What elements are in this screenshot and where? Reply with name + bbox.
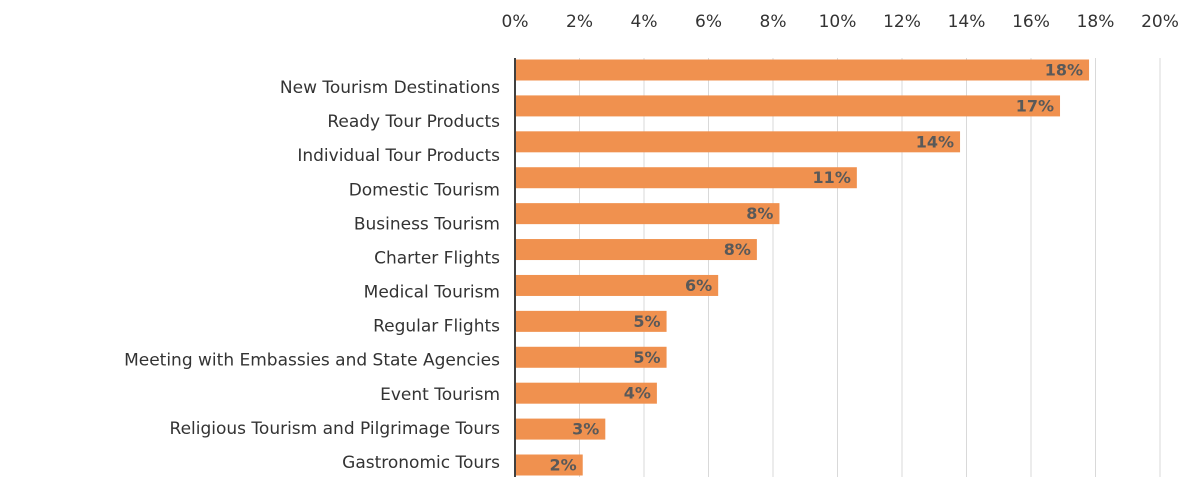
x-tick-label: 18% <box>1077 12 1115 32</box>
value-label: 4% <box>624 384 651 403</box>
bar <box>515 418 606 440</box>
y-tick-label: Ready Tour Products <box>327 112 500 132</box>
y-tick-label: Charter Flights <box>374 248 500 268</box>
bar <box>515 203 780 225</box>
x-tick-label: 2% <box>566 12 593 32</box>
x-tick-label: 16% <box>1012 12 1050 32</box>
value-label: 5% <box>633 312 660 331</box>
y-tick-label: Event Tourism <box>380 385 500 405</box>
value-label: 2% <box>550 456 577 475</box>
value-label: 11% <box>813 168 851 187</box>
value-label: 8% <box>746 204 773 223</box>
bar <box>515 346 667 368</box>
y-tick-label: Individual Tour Products <box>297 146 500 166</box>
y-tick-label: Medical Tourism <box>364 283 500 303</box>
value-label: 14% <box>916 132 954 151</box>
value-label: 18% <box>1045 61 1083 80</box>
bar <box>515 95 1061 117</box>
x-tick-label: 10% <box>819 12 857 32</box>
x-tick-label: 20% <box>1141 12 1179 32</box>
x-tick-label: 4% <box>631 12 658 32</box>
bar <box>515 167 857 189</box>
bar <box>515 59 1090 81</box>
y-tick-label: Meeting with Embassies and State Agencie… <box>124 351 500 371</box>
value-label: 5% <box>633 348 660 367</box>
y-tick-label: Domestic Tourism <box>349 180 500 200</box>
bar <box>515 310 667 332</box>
y-tick-label: Business Tourism <box>354 214 500 234</box>
bar <box>515 131 961 153</box>
bar <box>515 454 583 476</box>
y-tick-label: Religious Tourism and Pilgrimage Tours <box>170 419 501 439</box>
y-tick-label: New Tourism Destinations <box>280 78 500 98</box>
bar <box>515 274 719 296</box>
bar <box>515 382 657 404</box>
x-tick-label: 12% <box>883 12 921 32</box>
value-label: 17% <box>1016 96 1054 115</box>
bar <box>515 239 757 261</box>
value-label: 8% <box>724 240 751 259</box>
x-tick-label: 6% <box>695 12 722 32</box>
value-label: 3% <box>572 420 599 439</box>
x-tick-label: 0% <box>502 12 529 32</box>
y-tick-label: Regular Flights <box>373 317 500 337</box>
x-tick-label: 14% <box>948 12 986 32</box>
value-label: 6% <box>685 276 712 295</box>
y-tick-label: Gastronomic Tours <box>342 453 500 473</box>
x-tick-label: 8% <box>760 12 787 32</box>
